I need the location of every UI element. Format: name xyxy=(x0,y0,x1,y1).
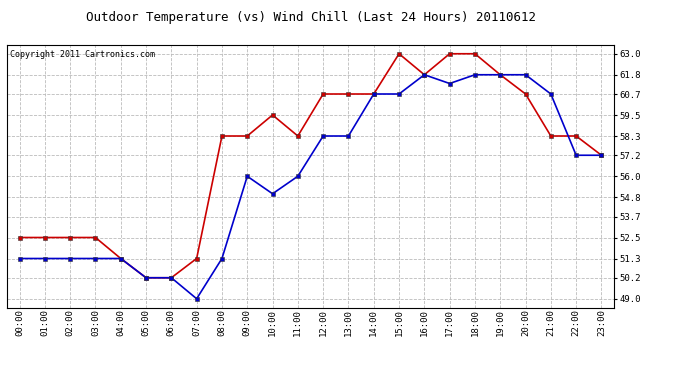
Text: Copyright 2011 Cartronics.com: Copyright 2011 Cartronics.com xyxy=(10,50,155,59)
Text: Outdoor Temperature (vs) Wind Chill (Last 24 Hours) 20110612: Outdoor Temperature (vs) Wind Chill (Las… xyxy=(86,11,535,24)
